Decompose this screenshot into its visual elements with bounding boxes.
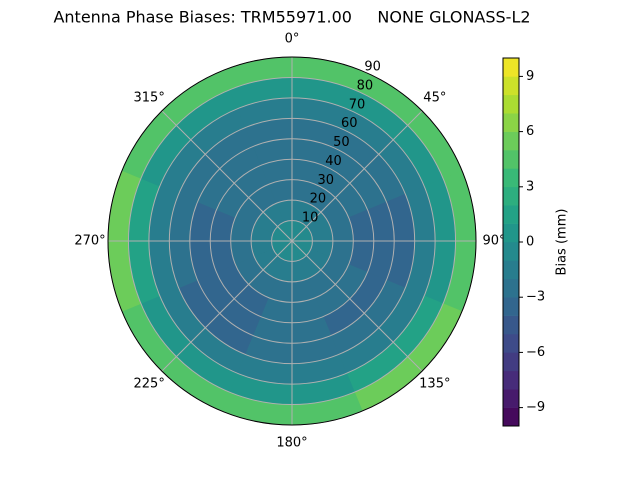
grid-spoke [161,240,293,372]
theta-tick-label: 90° [482,234,505,249]
chart-title: Antenna Phase Biases: TRM55971.00 NONE G… [53,8,530,27]
r-tick-label: 20 [310,192,327,207]
colorbar-band [503,242,519,261]
colorbar-band [503,76,519,96]
theta-tick-label: 315° [134,91,165,106]
r-tick-label: 90 [364,60,381,75]
theta-tick-label: 180° [276,436,307,451]
colorbar-band [503,205,519,224]
colorbar-band [503,168,519,188]
colorbar-band [503,278,519,298]
colorbar-band [503,389,519,408]
colorbar-band [503,370,519,390]
grid-spoke [291,240,423,372]
r-tick-label: 50 [333,135,350,150]
theta-tick-label: 0° [285,32,300,47]
colorbar-band [503,58,519,77]
grid-spoke [291,110,423,242]
r-tick-label: 80 [357,78,374,93]
colorbar-band [503,113,519,132]
r-tick-label: 70 [349,97,366,112]
r-tick-label: 40 [325,154,342,169]
colorbar-tick-label: −9 [526,400,545,415]
colorbar-tick-label: −3 [526,290,545,305]
colorbar-band [503,94,519,114]
colorbar-band [503,260,519,280]
theta-tick-label: 225° [134,376,165,391]
colorbar-band [503,223,519,243]
colorbar-tick-label: −6 [526,345,545,360]
r-tick-label: 60 [341,116,358,131]
colorbar-tick-label: 0 [526,235,534,250]
colorbar-label: Bias (mm) [555,209,570,276]
colorbar-band [503,186,519,206]
colorbar-tick-label: 6 [526,124,534,139]
polar-frame [107,56,477,426]
theta-tick-label: 135° [419,376,450,391]
colorbar-band [503,334,519,353]
colorbar-band [503,407,519,427]
colorbar-band [503,150,519,169]
theta-tick-label: 45° [423,91,446,106]
colorbar-band [503,315,519,335]
r-tick-label: 10 [302,211,319,226]
colorbar-band [503,131,519,151]
grid-spoke [161,110,293,242]
theta-tick-label: 270° [74,234,105,249]
colorbar-band [503,352,519,372]
colorbar-tick-label: 3 [526,179,534,194]
r-tick-label: 30 [317,173,334,188]
colorbar-tick-label: 9 [526,69,534,84]
colorbar-band [503,297,519,316]
